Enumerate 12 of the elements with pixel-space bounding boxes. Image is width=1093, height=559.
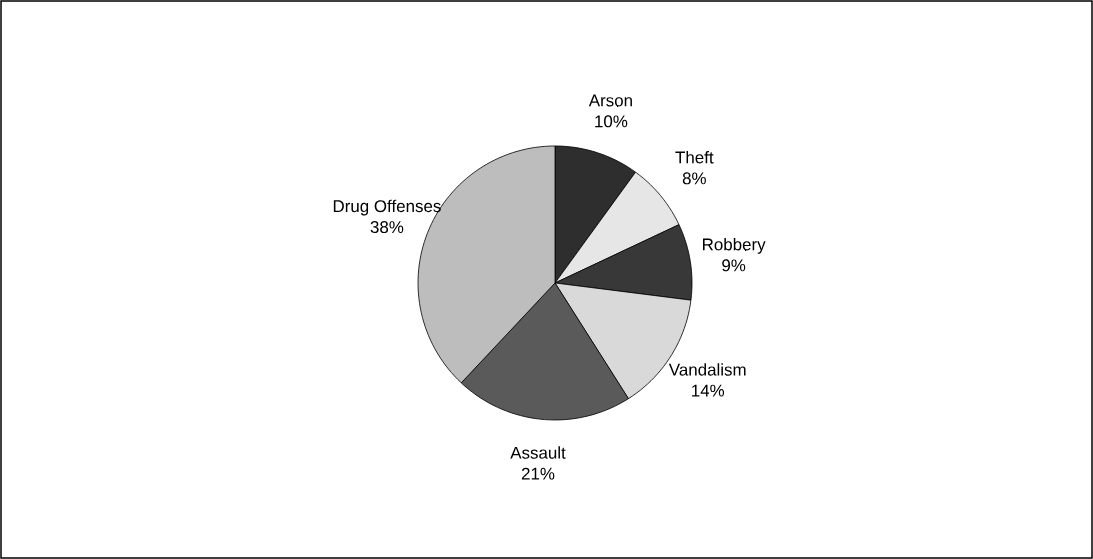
slice-label: Arson — [588, 94, 632, 107]
slice-label: Drug Offenses — [333, 199, 441, 216]
data-label: 9% — [722, 259, 746, 272]
data-label: 38% — [370, 221, 404, 234]
data-label: 21% — [521, 467, 555, 480]
slice-label: Assault — [510, 446, 566, 459]
data-label: 8% — [682, 172, 706, 185]
slice-label: Vandalism — [668, 363, 746, 376]
data-label: 10% — [595, 115, 628, 128]
data-label: 14% — [692, 384, 725, 397]
slice-label: Robbery — [703, 238, 766, 254]
slice-label: Theft — [675, 151, 714, 164]
